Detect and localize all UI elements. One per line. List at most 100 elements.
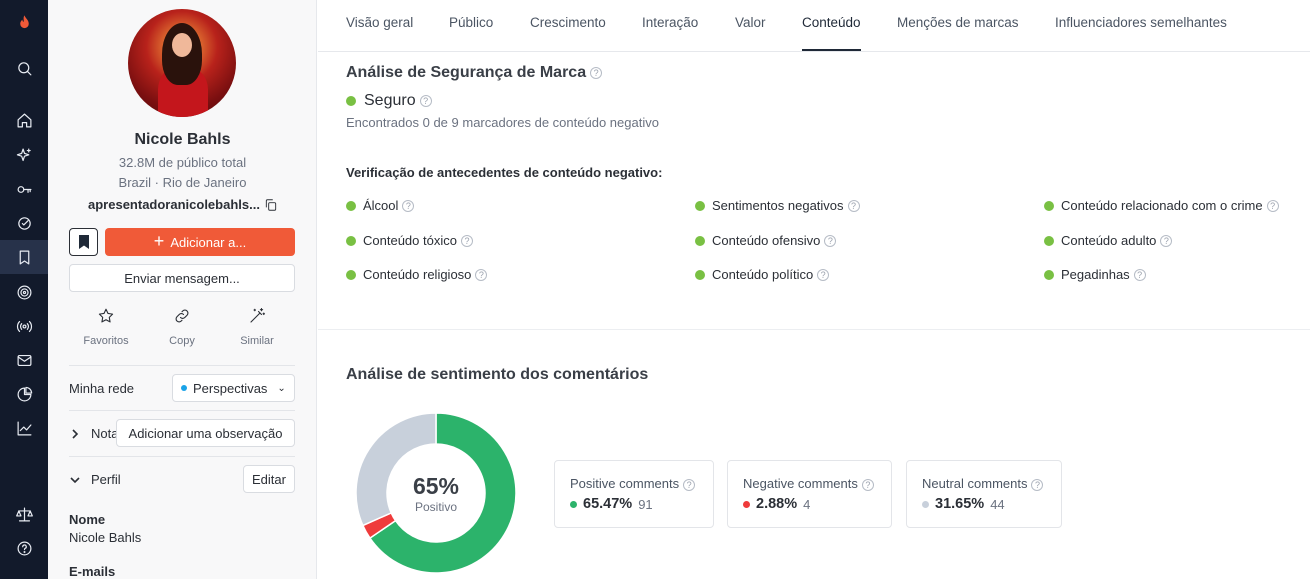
my-network-label: Minha rede bbox=[69, 381, 135, 396]
donut-center-value: 65% bbox=[412, 473, 460, 499]
home-icon[interactable] bbox=[0, 103, 48, 137]
help-icon[interactable]: ? bbox=[475, 268, 488, 281]
checks-heading: Verificação de antecedentes de conteúdo … bbox=[346, 165, 663, 180]
tab-similar-influencers[interactable]: Influenciadores semelhantes bbox=[1055, 15, 1227, 30]
tab-growth[interactable]: Crescimento bbox=[530, 15, 606, 30]
tab-overview[interactable]: Visão geral bbox=[346, 15, 414, 30]
copy-label: Copy bbox=[169, 335, 195, 347]
brand-safety-title: Análise de Segurança de Marca bbox=[346, 64, 587, 81]
check-label: Conteúdo político bbox=[712, 267, 814, 282]
divider bbox=[69, 365, 295, 366]
send-message-button[interactable]: Enviar mensagem... bbox=[69, 264, 295, 292]
key-icon[interactable] bbox=[0, 172, 48, 206]
network-select-value: Perspectivas bbox=[193, 380, 268, 396]
bookmark-filled-icon bbox=[78, 235, 89, 249]
check-item: Conteúdo relacionado com o crime? bbox=[1044, 198, 1279, 213]
tab-brand-mentions[interactable]: Menções de marcas bbox=[897, 15, 1019, 30]
edit-profile-button[interactable]: Editar bbox=[243, 465, 295, 493]
card-percent: 65.47% bbox=[583, 496, 633, 512]
help-icon[interactable]: ? bbox=[402, 199, 415, 212]
positive-slice bbox=[368, 413, 516, 573]
help-icon[interactable] bbox=[0, 531, 48, 565]
copy-action[interactable]: Copy bbox=[152, 307, 212, 347]
chevron-right-icon[interactable] bbox=[69, 427, 81, 439]
check-item: Álcool? bbox=[346, 198, 415, 213]
legend-dot bbox=[570, 500, 577, 508]
check-label: Conteúdo religioso bbox=[363, 267, 472, 282]
help-icon[interactable]: ? bbox=[824, 234, 837, 247]
similar-label: Similar bbox=[240, 335, 274, 347]
target-check-icon[interactable] bbox=[0, 206, 48, 240]
profile-handle[interactable]: apresentadoranicolebahls... bbox=[88, 197, 260, 212]
check-item: Conteúdo ofensivo? bbox=[695, 233, 837, 248]
favorites-action[interactable]: Favoritos bbox=[76, 307, 136, 347]
negative-markers-summary: Encontrados 0 de 9 marcadores de conteúd… bbox=[346, 115, 659, 130]
positive-comments-card: Positive comments? 65.47% 91 bbox=[554, 460, 714, 528]
safety-status-label: Seguro bbox=[364, 92, 416, 109]
help-icon[interactable]: ? bbox=[861, 478, 874, 491]
help-icon[interactable]: ? bbox=[1266, 199, 1279, 212]
donut-center-label: Positivo bbox=[414, 500, 458, 514]
check-item: Conteúdo político? bbox=[695, 267, 830, 282]
help-icon[interactable]: ? bbox=[590, 66, 603, 79]
help-icon[interactable]: ? bbox=[847, 199, 860, 212]
broadcast-icon[interactable] bbox=[0, 309, 48, 343]
card-title: Negative comments bbox=[743, 476, 858, 491]
avatar[interactable] bbox=[128, 9, 236, 117]
safety-status: Seguro ? bbox=[346, 92, 432, 110]
profile-section-label[interactable]: Perfil bbox=[91, 472, 121, 487]
sparkles-icon[interactable] bbox=[0, 138, 48, 172]
tab-value[interactable]: Valor bbox=[735, 15, 766, 30]
bookmark-button[interactable] bbox=[69, 228, 98, 256]
radar-icon[interactable] bbox=[0, 275, 48, 309]
help-icon[interactable]: ? bbox=[419, 95, 432, 107]
mail-icon[interactable] bbox=[0, 343, 48, 377]
status-dot bbox=[695, 200, 705, 211]
sentiment-donut-chart bbox=[356, 413, 516, 573]
help-icon[interactable]: ? bbox=[1160, 234, 1173, 247]
copy-icon[interactable] bbox=[264, 198, 278, 212]
notes-label[interactable]: Nota bbox=[91, 426, 119, 441]
active-tab-indicator bbox=[802, 49, 861, 51]
pie-chart-icon[interactable] bbox=[0, 377, 48, 411]
status-dot bbox=[695, 269, 705, 280]
main-content: Visão geral Público Crescimento Interaçã… bbox=[318, 0, 1310, 579]
help-icon[interactable]: ? bbox=[1133, 268, 1146, 281]
star-icon bbox=[98, 308, 114, 323]
tab-audience[interactable]: Público bbox=[449, 15, 494, 30]
add-to-list-button[interactable]: + Adicionar a... bbox=[105, 228, 295, 256]
name-field-value: Nicole Bahls bbox=[69, 530, 142, 545]
search-icon[interactable] bbox=[0, 51, 48, 85]
check-item: Conteúdo tóxico? bbox=[346, 233, 473, 248]
emails-field-label: E-mails bbox=[69, 564, 116, 579]
card-count: 44 bbox=[990, 496, 1005, 512]
status-dot bbox=[1044, 269, 1054, 280]
help-icon[interactable]: ? bbox=[683, 478, 696, 491]
similar-action[interactable]: Similar bbox=[227, 307, 287, 347]
link-icon bbox=[175, 309, 189, 323]
check-label: Conteúdo ofensivo bbox=[712, 233, 821, 248]
card-count: 4 bbox=[803, 496, 811, 512]
status-dot bbox=[1044, 200, 1054, 211]
logo-flame-icon[interactable] bbox=[0, 5, 48, 39]
status-dot bbox=[346, 269, 356, 280]
help-icon[interactable]: ? bbox=[1031, 478, 1044, 491]
status-dot bbox=[346, 235, 356, 246]
tab-engagement[interactable]: Interação bbox=[642, 15, 699, 30]
plus-icon: + bbox=[153, 231, 165, 251]
add-note-button[interactable]: Adicionar uma observação bbox=[116, 419, 295, 447]
brand-safety-section: Análise de Segurança de Marca? bbox=[346, 64, 603, 82]
status-dot bbox=[181, 385, 187, 391]
bookmark-icon[interactable] bbox=[0, 240, 48, 274]
section-divider bbox=[318, 329, 1310, 330]
check-label: Conteúdo relacionado com o crime bbox=[1061, 198, 1263, 213]
legend-dot bbox=[922, 500, 929, 508]
help-icon[interactable]: ? bbox=[460, 234, 473, 247]
chevron-down-icon[interactable] bbox=[69, 473, 81, 485]
chevron-down-icon: ⌄ bbox=[277, 382, 286, 394]
network-select[interactable]: Perspectivas ⌄ bbox=[172, 374, 295, 402]
tab-content[interactable]: Conteúdo bbox=[802, 15, 861, 30]
scale-icon[interactable] bbox=[0, 497, 48, 531]
trend-chart-icon[interactable] bbox=[0, 411, 48, 445]
help-icon[interactable]: ? bbox=[817, 268, 830, 281]
